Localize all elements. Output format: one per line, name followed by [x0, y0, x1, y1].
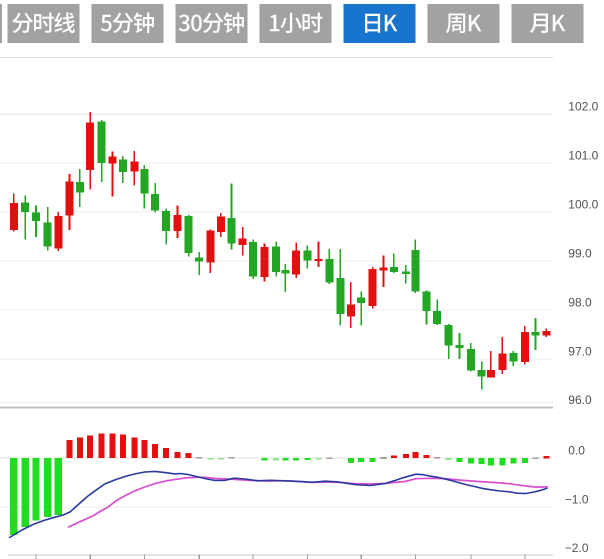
svg-text:0.0: 0.0	[568, 444, 585, 458]
svg-text:100.0: 100.0	[568, 198, 598, 212]
svg-text:−2.0: −2.0	[565, 541, 589, 555]
svg-text:102.0: 102.0	[568, 100, 598, 114]
svg-text:98.0: 98.0	[568, 296, 592, 310]
svg-text:101.0: 101.0	[568, 149, 598, 163]
svg-text:96.0: 96.0	[568, 393, 592, 407]
svg-text:97.0: 97.0	[568, 345, 592, 359]
svg-text:99.0: 99.0	[568, 247, 592, 261]
svg-text:−1.0: −1.0	[565, 493, 589, 507]
